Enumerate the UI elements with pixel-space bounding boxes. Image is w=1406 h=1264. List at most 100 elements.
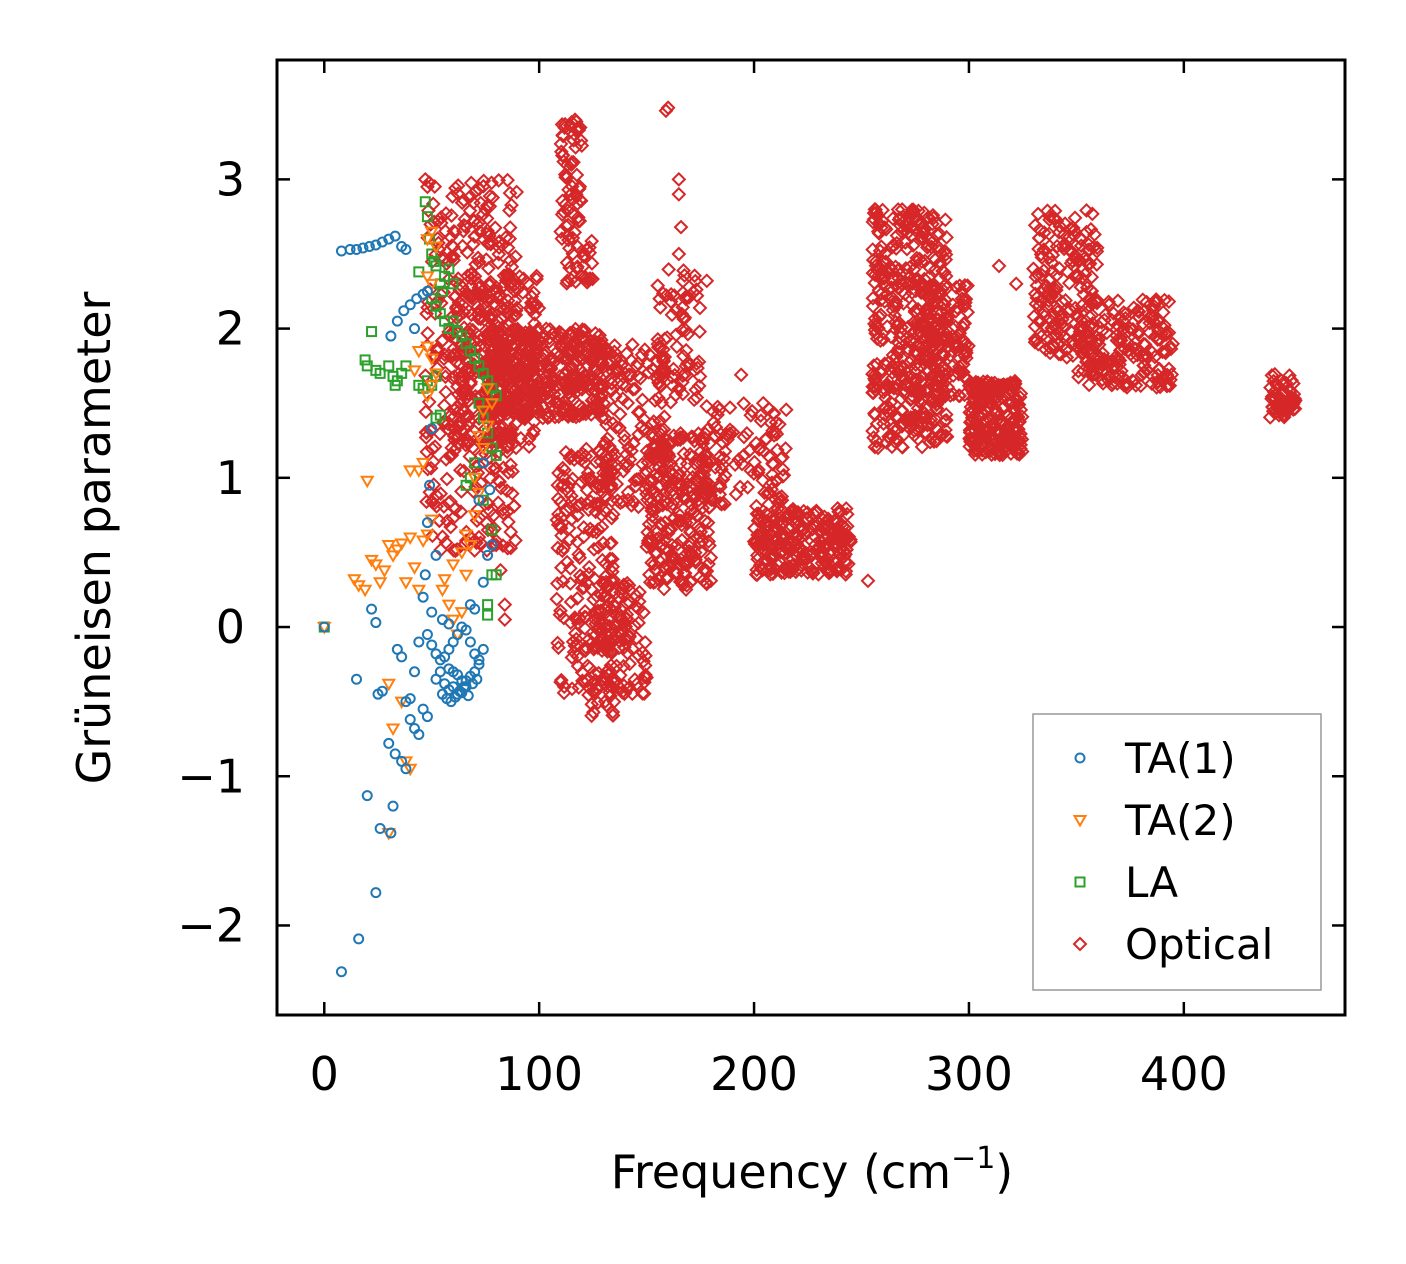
data-point <box>390 544 405 557</box>
data-point <box>563 272 579 288</box>
data-point <box>651 390 666 406</box>
data-point <box>895 371 911 387</box>
data-point <box>588 454 604 470</box>
data-point <box>420 234 435 247</box>
data-point <box>1079 280 1095 296</box>
data-point <box>869 331 885 347</box>
data-point <box>553 520 569 536</box>
data-point <box>563 343 579 359</box>
data-point <box>631 499 646 515</box>
data-point <box>564 681 580 697</box>
data-point <box>926 290 941 306</box>
data-point <box>673 552 689 567</box>
data-point <box>1091 362 1107 377</box>
data-point <box>522 300 538 316</box>
data-point <box>471 254 487 270</box>
data-point <box>595 575 611 591</box>
data-point <box>594 345 610 361</box>
data-point <box>555 477 571 493</box>
data-point <box>489 313 505 329</box>
data-point <box>781 542 797 558</box>
data-point <box>1059 264 1075 279</box>
data-point <box>1076 339 1092 355</box>
data-point <box>752 509 767 525</box>
data-point <box>502 185 518 201</box>
data-point <box>603 535 619 551</box>
data-point <box>920 301 935 317</box>
data-point <box>357 584 373 598</box>
data-point <box>1080 343 1096 359</box>
data-point <box>473 658 485 670</box>
data-point <box>489 289 505 305</box>
data-point <box>916 409 932 425</box>
data-point <box>821 545 837 561</box>
data-point <box>642 445 658 461</box>
data-point <box>622 452 638 467</box>
data-point <box>479 198 495 214</box>
data-point <box>916 330 932 346</box>
data-point <box>554 207 570 222</box>
data-point <box>918 349 934 364</box>
data-point <box>914 254 930 269</box>
data-point <box>420 325 436 341</box>
data-point <box>553 674 569 690</box>
data-point <box>929 318 945 334</box>
data-point <box>575 446 591 462</box>
data-point <box>987 380 1003 395</box>
data-point <box>948 279 964 295</box>
data-point <box>570 120 586 136</box>
data-point <box>454 607 470 620</box>
data-point <box>586 333 602 349</box>
data-point <box>878 254 894 270</box>
data-point <box>923 375 939 391</box>
data-point <box>707 460 723 475</box>
legend-marker <box>1074 752 1086 764</box>
data-point <box>471 214 487 230</box>
data-point <box>460 386 476 402</box>
data-point <box>559 255 575 271</box>
data-point <box>955 332 971 348</box>
data-point <box>624 337 640 353</box>
data-point <box>668 387 684 403</box>
data-point <box>426 606 438 618</box>
data-point <box>877 357 893 372</box>
data-point <box>643 534 659 549</box>
data-point <box>756 443 772 459</box>
data-point <box>922 434 938 450</box>
data-point <box>951 359 967 375</box>
data-point <box>833 516 849 532</box>
data-point <box>502 203 517 218</box>
data-point <box>501 305 517 321</box>
data-point <box>870 440 886 456</box>
data-point <box>679 289 695 305</box>
data-point <box>769 442 785 458</box>
data-point <box>671 476 687 492</box>
data-point <box>536 351 552 367</box>
data-point <box>871 216 887 231</box>
data-point <box>981 441 997 457</box>
data-point <box>430 648 442 660</box>
data-point <box>490 380 506 395</box>
data-point <box>972 394 988 410</box>
data-point <box>1041 293 1057 309</box>
data-point <box>927 318 943 334</box>
data-point <box>657 349 673 365</box>
data-point <box>448 309 464 325</box>
data-point <box>469 603 481 615</box>
data-point <box>1073 238 1089 254</box>
data-point <box>617 685 633 701</box>
data-point <box>888 294 904 309</box>
data-point <box>637 342 653 358</box>
data-point <box>428 241 444 255</box>
data-point <box>424 226 439 240</box>
data-point <box>674 532 690 548</box>
data-point <box>689 288 705 304</box>
data-point <box>1101 294 1117 310</box>
data-point <box>924 393 940 408</box>
data-point <box>877 382 893 398</box>
data-point <box>567 224 583 240</box>
data-point <box>939 309 955 325</box>
data-point <box>394 538 409 551</box>
data-point <box>866 358 882 374</box>
data-point <box>570 369 585 385</box>
